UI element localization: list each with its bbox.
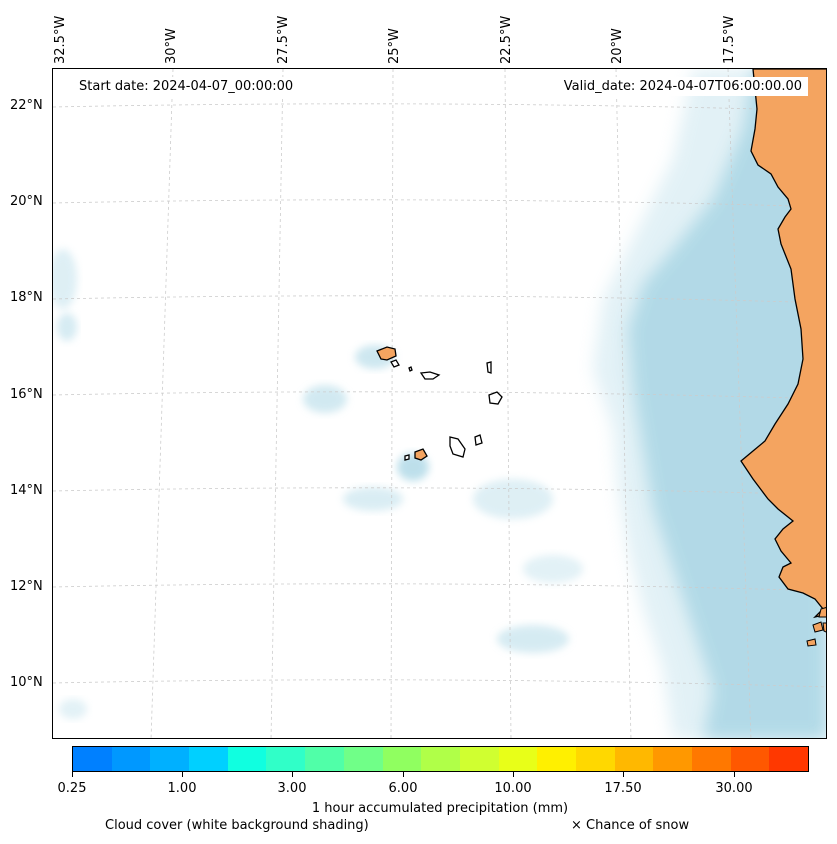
lat-label-18n: 18°N	[10, 290, 43, 305]
cloud-patch-2	[303, 385, 347, 413]
colorbar-segment-15	[653, 747, 692, 771]
grid-lat-22n	[53, 103, 826, 112]
lon-label-25w: 25°W	[387, 28, 402, 64]
colorbar-label-6-00: 6.00	[388, 781, 418, 796]
cloud-cover-legend: Cloud cover (white background shading)	[105, 818, 369, 833]
colorbar-label-0-25: 0.25	[57, 781, 87, 796]
colorbar-segment-3	[189, 747, 228, 771]
colorbar-tick-5	[623, 772, 624, 777]
lon-label-30w: 30°W	[164, 28, 179, 64]
grid-lat-20n	[53, 199, 826, 208]
valid-date-label: Valid_date: 2024-04-07T06:00:00.00	[557, 77, 808, 96]
island-santo-antao	[376, 346, 397, 361]
lon-label-22-5w: 22.5°W	[499, 15, 514, 64]
coastal-island-4	[822, 622, 826, 633]
island-brava	[404, 454, 410, 461]
grid-lon-20w	[615, 69, 632, 738]
colorbar-segment-5	[266, 747, 306, 771]
colorbar-label-10-00: 10.00	[494, 781, 532, 796]
colorbar-label-3-00: 3.00	[277, 781, 307, 796]
grid-lon-22-5w	[504, 69, 512, 738]
lon-label-17-5w: 17.5°W	[722, 15, 737, 64]
island-sao-vicente	[390, 359, 400, 368]
cloud-band-east-outer	[593, 69, 826, 738]
cloud-patch-5	[473, 479, 553, 519]
colorbar-label-30-00: 30.00	[715, 781, 753, 796]
island-santiago	[449, 436, 466, 458]
lon-label-27-5w: 27.5°W	[276, 15, 291, 64]
lat-label-12n: 12°N	[10, 579, 43, 594]
grid-lon-17-5w	[727, 69, 752, 738]
colorbar-label-1-00: 1.00	[167, 781, 197, 796]
colorbar-label-17-50: 17.50	[604, 781, 642, 796]
colorbar-segment-1	[111, 747, 151, 771]
colorbar-segment-13	[575, 747, 615, 771]
cloud-cover-shading	[53, 69, 826, 738]
island-santa-luzia	[408, 366, 413, 372]
colorbar-title: 1 hour accumulated precipitation (mm)	[311, 801, 569, 816]
grid-lon-30w	[150, 69, 174, 738]
cloud-patch-northwest	[57, 313, 77, 341]
island-sal	[486, 361, 492, 374]
grid-lon-27-5w	[270, 69, 284, 738]
cloud-patch-west	[53, 249, 77, 309]
colorbar-segment-2	[150, 747, 190, 771]
colorbar-tick-4	[513, 772, 514, 777]
map-frame: Start date: 2024-04-07_00:00:00 Valid_da…	[52, 68, 827, 739]
colorbar-segment-9	[421, 747, 460, 771]
colorbar-tick-2	[292, 772, 293, 777]
colorbar-segment-10	[459, 747, 499, 771]
colorbar-segment-14	[614, 747, 654, 771]
snow-legend: × Chance of snow	[571, 818, 690, 833]
island-fogo	[414, 448, 428, 461]
cloud-patch-7	[497, 625, 569, 653]
graticule	[53, 69, 826, 738]
lat-label-22n: 22°N	[10, 98, 43, 113]
colorbar-segment-0	[73, 747, 112, 771]
cloud-patch-4	[343, 487, 403, 511]
lat-label-16n: 16°N	[10, 387, 43, 402]
map-canvas	[53, 69, 826, 738]
colorbar-segment-6	[305, 747, 344, 771]
colorbar-segment-8	[382, 747, 422, 771]
grid-lat-18n	[53, 295, 826, 304]
colorbar-segment-18	[769, 747, 809, 771]
lat-label-14n: 14°N	[10, 483, 43, 498]
cabo-verde-islands	[376, 346, 503, 461]
grid-lat-12n	[53, 583, 826, 592]
colorbar-tick-6	[734, 772, 735, 777]
coastal-island-2	[812, 621, 824, 633]
colorbar-segment-16	[692, 747, 731, 771]
precipitation-colorbar	[72, 746, 809, 772]
lon-label-20w: 20°W	[610, 28, 625, 64]
cloud-patch-8	[59, 699, 87, 719]
bissagos-islands	[806, 607, 826, 647]
colorbar-segment-7	[343, 747, 383, 771]
lat-label-10n: 10°N	[10, 675, 43, 690]
grid-lat-16n	[53, 391, 826, 400]
island-maio	[474, 434, 483, 446]
lon-label-32-5w: 32.5°W	[53, 15, 68, 64]
island-sao-nicolau	[419, 371, 441, 380]
african-mainland	[740, 69, 826, 619]
colorbar-segment-17	[730, 747, 770, 771]
coastal-island-1	[818, 607, 826, 618]
coastal-island-3	[806, 638, 817, 647]
lat-label-20n: 20°N	[10, 194, 43, 209]
colorbar-tick-1	[182, 772, 183, 777]
grid-lat-14n	[53, 487, 826, 496]
colorbar-segment-12	[537, 747, 576, 771]
colorbar-tick-3	[403, 772, 404, 777]
grid-lat-10n	[53, 679, 826, 688]
colorbar-tick-0	[72, 772, 73, 777]
colorbar-segment-4	[227, 747, 267, 771]
start-date-label: Start date: 2024-04-07_00:00:00	[73, 77, 300, 96]
cloud-patch-6	[523, 555, 583, 583]
grid-lon-25w	[390, 69, 394, 738]
colorbar-segment-11	[498, 747, 538, 771]
island-boa-vista	[488, 391, 503, 405]
